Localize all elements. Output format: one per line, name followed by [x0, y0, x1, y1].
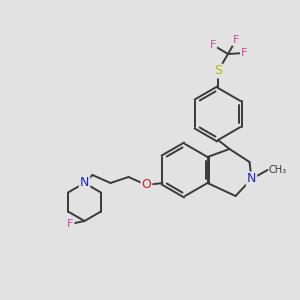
Text: S: S	[214, 64, 222, 77]
Text: F: F	[241, 48, 247, 58]
Text: O: O	[142, 178, 152, 191]
Text: CH₃: CH₃	[268, 165, 286, 175]
Text: F: F	[210, 40, 216, 50]
Text: N: N	[80, 176, 89, 190]
Text: F: F	[67, 219, 74, 229]
Text: F: F	[233, 35, 239, 45]
Text: N: N	[247, 172, 256, 185]
Text: N: N	[80, 176, 89, 190]
